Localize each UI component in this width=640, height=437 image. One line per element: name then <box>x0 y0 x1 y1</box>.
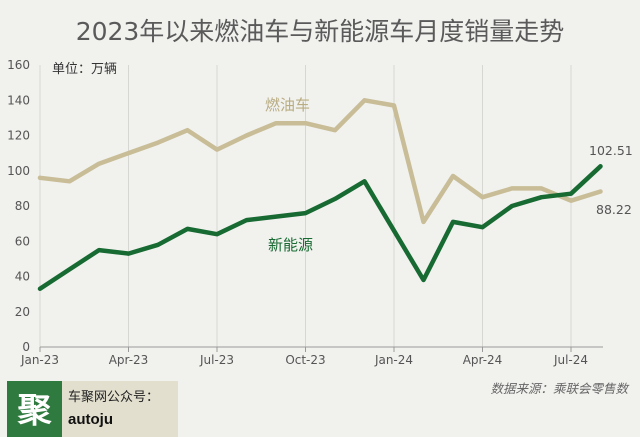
y-tick-label: 0 <box>22 340 30 354</box>
y-tick-label: 80 <box>15 199 30 213</box>
x-tick-label: Jul-24 <box>553 353 588 367</box>
y-tick-label: 160 <box>7 58 30 72</box>
logo: 聚 <box>17 391 53 431</box>
series-lines <box>37 98 603 292</box>
series-line-0 <box>37 98 603 225</box>
x-tick-label: Jul-23 <box>199 353 234 367</box>
end-label-nev: 102.51 <box>589 143 633 158</box>
y-tick-label: 120 <box>7 129 30 143</box>
data-source: 数据来源：乘联会零售数 <box>490 381 629 396</box>
series-label-nev: 新能源 <box>268 236 313 254</box>
x-tick-label: Apr-24 <box>463 353 503 367</box>
y-tick-label: 100 <box>7 164 30 178</box>
y-tick-label: 140 <box>7 93 30 107</box>
unit-label: 单位：万辆 <box>52 62 117 77</box>
x-tick-label: Apr-23 <box>109 353 149 367</box>
x-tick-label: Oct-23 <box>285 353 325 367</box>
y-axis: 0 20 40 60 80 100 120 140 160 <box>7 58 30 354</box>
y-tick-label: 60 <box>15 234 30 248</box>
x-tick-label: Jan-24 <box>374 353 413 367</box>
series-line-1 <box>37 164 603 292</box>
x-axis: Jan-23 Apr-23 Jul-23 Oct-23 Jan-24 Apr-24 Jul-… <box>20 347 588 367</box>
brand-handle: autoju <box>68 411 113 428</box>
end-label-ice: 88.22 <box>596 202 632 217</box>
series-label-ice: 燃油车 <box>265 96 310 114</box>
brand-label: 车聚网公众号： <box>68 389 159 405</box>
x-tick-label: Jan-23 <box>20 353 59 367</box>
y-tick-label: 20 <box>15 305 30 319</box>
footer-band <box>62 381 178 437</box>
logo-box <box>7 381 62 437</box>
y-tick-label: 40 <box>15 270 30 284</box>
chart-title: 2023年以来燃油车与新能源车月度销量走势 <box>76 17 565 46</box>
